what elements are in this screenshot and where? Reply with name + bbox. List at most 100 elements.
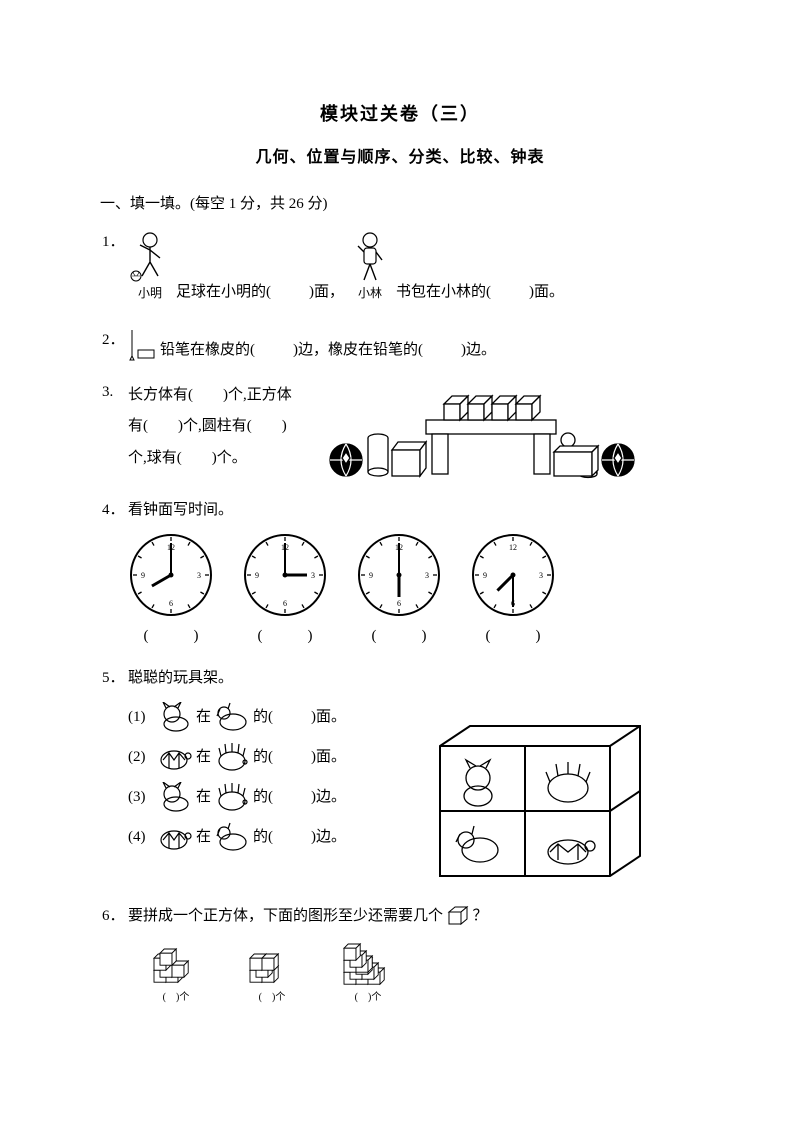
svg-text:3: 3 — [425, 571, 429, 580]
q3-line3b: )个。 — [212, 450, 247, 466]
svg-text:6: 6 — [169, 599, 173, 608]
q4-title: 看钟面写时间。 — [128, 498, 700, 522]
q5-sub-1: (2)在的( )面。 — [128, 742, 408, 772]
clock-icon: 12369 — [242, 532, 328, 618]
pencil-eraser-icon — [128, 328, 156, 362]
svg-text:9: 9 — [255, 571, 259, 580]
stacks-row: ( )个 ( )个 ( )个 — [148, 936, 700, 1006]
q5-t2-1: 的( — [253, 745, 273, 769]
q5-subnum-0: (1) — [128, 705, 154, 729]
svg-text:3: 3 — [311, 571, 315, 580]
q5-t1-0: 在 — [196, 705, 211, 729]
q1-number: 1． — [102, 230, 125, 254]
q6-number: 6． — [102, 904, 125, 928]
q3-blank3 — [252, 418, 282, 434]
q3-line2c: ) — [282, 418, 287, 434]
svg-text:9: 9 — [483, 571, 487, 580]
q2-text-a: 铅笔在橡皮的( — [160, 338, 255, 362]
q4-number: 4． — [102, 498, 125, 522]
page-subtitle: 几何、位置与顺序、分类、比较、钟表 — [100, 145, 700, 171]
svg-text:9: 9 — [369, 571, 373, 580]
q5-t2-2: 的( — [253, 785, 273, 809]
q3-line2a: 有( — [128, 418, 148, 434]
q5-t3-3: )边。 — [311, 825, 346, 849]
q5-t1-3: 在 — [196, 825, 211, 849]
q5-t1-1: 在 — [196, 745, 211, 769]
q5-subnum-1: (2) — [128, 745, 154, 769]
q5-sub-2: (3) 在 的( )边。 — [128, 782, 408, 812]
q5-blank-0 — [277, 705, 307, 729]
q5-t1-2: 在 — [196, 785, 211, 809]
page-title: 模块过关卷（三） — [100, 100, 700, 129]
svg-text:9: 9 — [141, 571, 145, 580]
clock-label-1: ( ) — [258, 624, 313, 648]
q2-text-c: )边。 — [461, 338, 496, 362]
q6-text-a: 要拼成一个正方体，下面的图形至少还需要几个 — [128, 908, 443, 924]
q3-blank1 — [193, 387, 223, 403]
question-3: 3. 长方体有( )个,正方体 有( )个,圆柱有( ) 个,球有( )个。 — [128, 380, 700, 480]
q5-number: 5． — [102, 666, 125, 690]
q5-blank-2 — [277, 785, 307, 809]
blocks-scene-icon — [326, 380, 636, 480]
stack-0: ( )个 — [148, 936, 204, 1006]
stack-2: ( )个 — [340, 936, 396, 1006]
q1-text-d: )面。 — [529, 280, 564, 304]
question-4: 4． 看钟面写时间。 12369 ( ) 12369 ( ) 12369 ( )… — [128, 498, 700, 648]
q1-text-b: )面， — [309, 280, 344, 304]
svg-text:3: 3 — [539, 571, 543, 580]
q5-sub-3: (4) 在 的( )边。 — [128, 822, 408, 852]
clock-icon: 12369 — [356, 532, 442, 618]
q3-line1b: )个,正方体 — [223, 387, 292, 403]
toy-shelf-icon — [430, 716, 650, 886]
svg-text:6: 6 — [397, 599, 401, 608]
boy-lin-label: 小林 — [358, 284, 382, 303]
q5-t3-0: )面。 — [311, 705, 346, 729]
q5-t2-3: 的( — [253, 825, 273, 849]
q3-line3a: 个,球有( — [128, 450, 182, 466]
cube-stack-icon — [340, 936, 396, 988]
clock-1: 12369 ( ) — [242, 532, 328, 648]
cat-icon — [158, 782, 192, 812]
q5-t3-2: )边。 — [311, 785, 346, 809]
turtle-icon — [158, 742, 192, 772]
clock-label-0: ( ) — [144, 624, 199, 648]
hedgehog-icon — [215, 742, 249, 772]
boy-lin-icon — [350, 230, 390, 284]
boy-ming-label: 小明 — [138, 284, 162, 303]
question-5: 5． 聪聪的玩具架。 (1)在的( )面。(2)在的( )面。(3)在的( )边… — [128, 666, 700, 886]
hedgehog-icon — [215, 782, 249, 812]
dog-icon — [215, 822, 249, 852]
cube-stack-icon — [148, 936, 204, 988]
q1-text-a: 足球在小明的( — [176, 280, 271, 304]
q5-title: 聪聪的玩具架。 — [128, 666, 700, 690]
q5-subnum-3: (4) — [128, 825, 154, 849]
svg-text:12: 12 — [509, 543, 517, 552]
boy-ming-icon — [130, 230, 170, 284]
q3-blank2 — [148, 418, 178, 434]
q6-text-b: ？ — [473, 908, 488, 924]
question-2: 2． 铅笔在橡皮的( )边，橡皮在铅笔的( )边。 — [128, 328, 700, 362]
q5-sub-0: (1)在的( )面。 — [128, 702, 408, 732]
cat-icon — [158, 702, 192, 732]
svg-text:6: 6 — [283, 599, 287, 608]
boy-lin-figure: 小林 — [350, 230, 390, 303]
stack-label-0: ( )个 — [163, 990, 190, 1006]
stack-label-1: ( )个 — [259, 990, 286, 1006]
q3-text: 长方体有( )个,正方体 有( )个,圆柱有( ) 个,球有( )个。 — [128, 380, 308, 475]
clock-0: 12369 ( ) — [128, 532, 214, 648]
q3-blank4 — [182, 450, 212, 466]
dog-icon — [215, 702, 249, 732]
section-1-head: 一、填一填。(每空 1 分，共 26 分) — [100, 192, 700, 216]
q5-subnum-2: (3) — [128, 785, 154, 809]
clock-3: 12369 ( ) — [470, 532, 556, 648]
q5-blank-1 — [277, 745, 307, 769]
q1-blank-1 — [275, 280, 305, 304]
clocks-row: 12369 ( ) 12369 ( ) 12369 ( ) 12369 ( ) — [128, 532, 700, 648]
stack-label-2: ( )个 — [355, 990, 382, 1006]
q2-blank-1 — [259, 338, 289, 362]
q2-text-b: )边，橡皮在铅笔的( — [293, 338, 423, 362]
q3-line1a: 长方体有( — [128, 387, 193, 403]
unit-cube-icon — [447, 905, 469, 927]
boy-ming-figure: 小明 — [130, 230, 170, 303]
clock-icon: 12369 — [128, 532, 214, 618]
